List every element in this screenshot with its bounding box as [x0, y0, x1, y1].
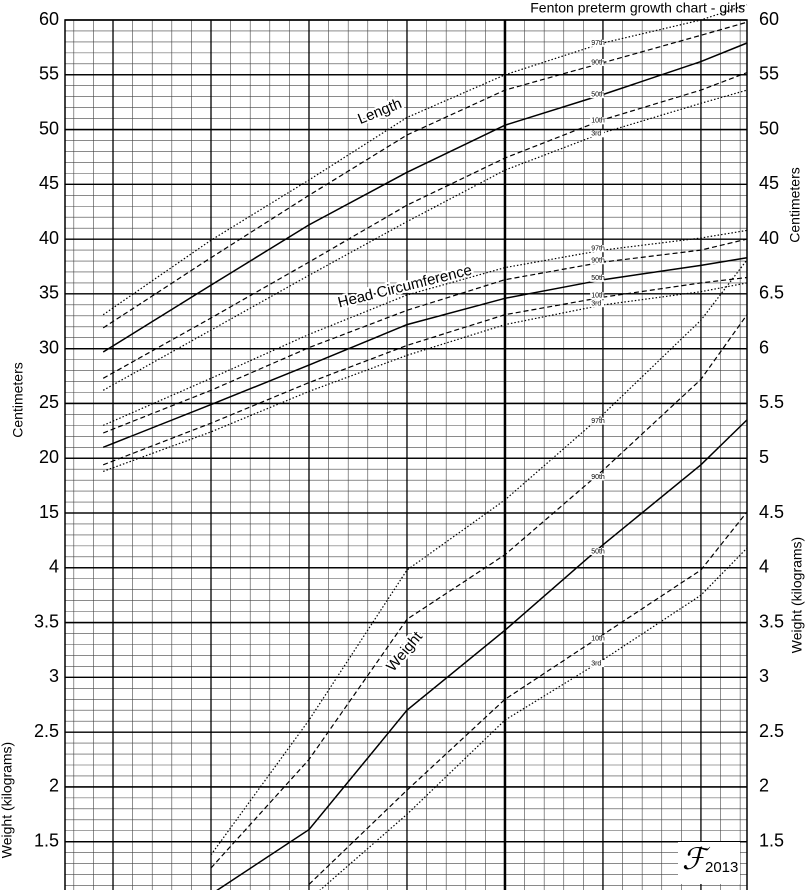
y-tick-label: 1.5 [759, 830, 784, 850]
growth-curve [308, 511, 748, 885]
chart-title: Fenton preterm growth chart - girls [530, 0, 745, 16]
y-tick-label: 6.5 [759, 283, 784, 303]
y-tick-label: 2 [49, 776, 59, 796]
percentile-label: 97th [591, 418, 605, 425]
growth-curve [102, 21, 748, 329]
percentile-label: 50th [591, 275, 605, 282]
label-bg [590, 292, 605, 300]
y2-axis-title: Weight (kilograms) [0, 742, 15, 858]
percentile-label: 97th [591, 40, 605, 47]
label-bg [590, 117, 605, 125]
y-tick-label: 3 [49, 666, 59, 686]
label-bg [590, 39, 605, 47]
percentile-label: 3rd [591, 131, 601, 138]
percentile-label: 50th [591, 92, 605, 99]
label-bg [590, 59, 605, 67]
y-tick-label: 5.5 [759, 392, 784, 412]
percentile-label: 90th [591, 258, 605, 265]
label-bg [590, 274, 605, 282]
y-tick-label: 6 [759, 337, 769, 357]
y-tick-label: 4.5 [759, 502, 784, 522]
percentile-label: 90th [591, 59, 605, 66]
y-tick-label: 2.5 [34, 721, 59, 741]
growth-curve [102, 72, 748, 379]
y-tick-label: 45 [759, 173, 779, 193]
percentile-label: 10th [591, 293, 605, 300]
y-tick-label: 20 [39, 447, 59, 467]
logo-year: 2013 [705, 859, 738, 876]
growth-curve [102, 42, 748, 353]
y-tick-label: 40 [759, 228, 779, 248]
y-tick-label: 50 [759, 118, 779, 138]
label-bg [590, 91, 605, 99]
y-tick-label: 2 [759, 776, 769, 796]
y-tick-label: 4 [759, 557, 769, 577]
label-bg [590, 245, 605, 253]
percentile-label: 10th [591, 118, 605, 125]
growth-curve [102, 256, 748, 448]
y-tick-label: 50 [39, 118, 59, 138]
growth-curve [210, 314, 748, 869]
y-tick-label: 25 [39, 392, 59, 412]
grid [64, 19, 748, 890]
y-tick-label: 35 [39, 283, 59, 303]
percentile-label: 3rd [591, 301, 601, 308]
label-bg [590, 548, 605, 556]
marks [102, 4, 748, 890]
growth-curve [102, 238, 748, 434]
label-bg [590, 473, 605, 481]
label-bg [590, 300, 605, 308]
y-tick-label: 3.5 [759, 611, 784, 631]
y-axis-title: Centimeters [10, 362, 26, 437]
growth-curve [102, 282, 748, 472]
percentile-label: 3rd [591, 660, 601, 667]
growth-curve [102, 229, 748, 426]
y-tick-label: 40 [39, 228, 59, 248]
y-tick-label: 60 [39, 9, 59, 29]
percentile-label: 50th [591, 548, 605, 555]
growth-curve [210, 259, 748, 856]
y-tick-label: 3 [759, 666, 769, 686]
label-bg [590, 660, 605, 668]
y-tick-label: 60 [759, 9, 779, 29]
y-tick-label: 2.5 [759, 721, 784, 741]
y-tick-label: 55 [39, 64, 59, 84]
percentile-label: 10th [591, 636, 605, 643]
y-tick-label: 15 [39, 502, 59, 522]
y-tick-label: 55 [759, 64, 779, 84]
y2-axis-title-right: Weight (kilograms) [789, 537, 805, 653]
y-tick-label: 5 [759, 447, 769, 467]
growth-curve [216, 419, 748, 890]
plot-frame [64, 19, 748, 890]
y-tick-label: 1.5 [34, 830, 59, 850]
y-axis-title-right: Centimeters [787, 167, 803, 242]
y-tick-label: 3.5 [34, 611, 59, 631]
label-bg [590, 130, 605, 138]
y-tick-label: 45 [39, 173, 59, 193]
label-bg [590, 417, 605, 425]
y-tick-label: 4 [49, 557, 59, 577]
y-tick-label: 30 [39, 337, 59, 357]
percentile-label: 97th [591, 246, 605, 253]
label-bg [590, 257, 605, 265]
growth-curve [102, 276, 748, 466]
logo-box [678, 842, 740, 884]
label-bg [590, 635, 605, 643]
growth-curve [102, 89, 748, 391]
percentile-label: 90th [591, 474, 605, 481]
